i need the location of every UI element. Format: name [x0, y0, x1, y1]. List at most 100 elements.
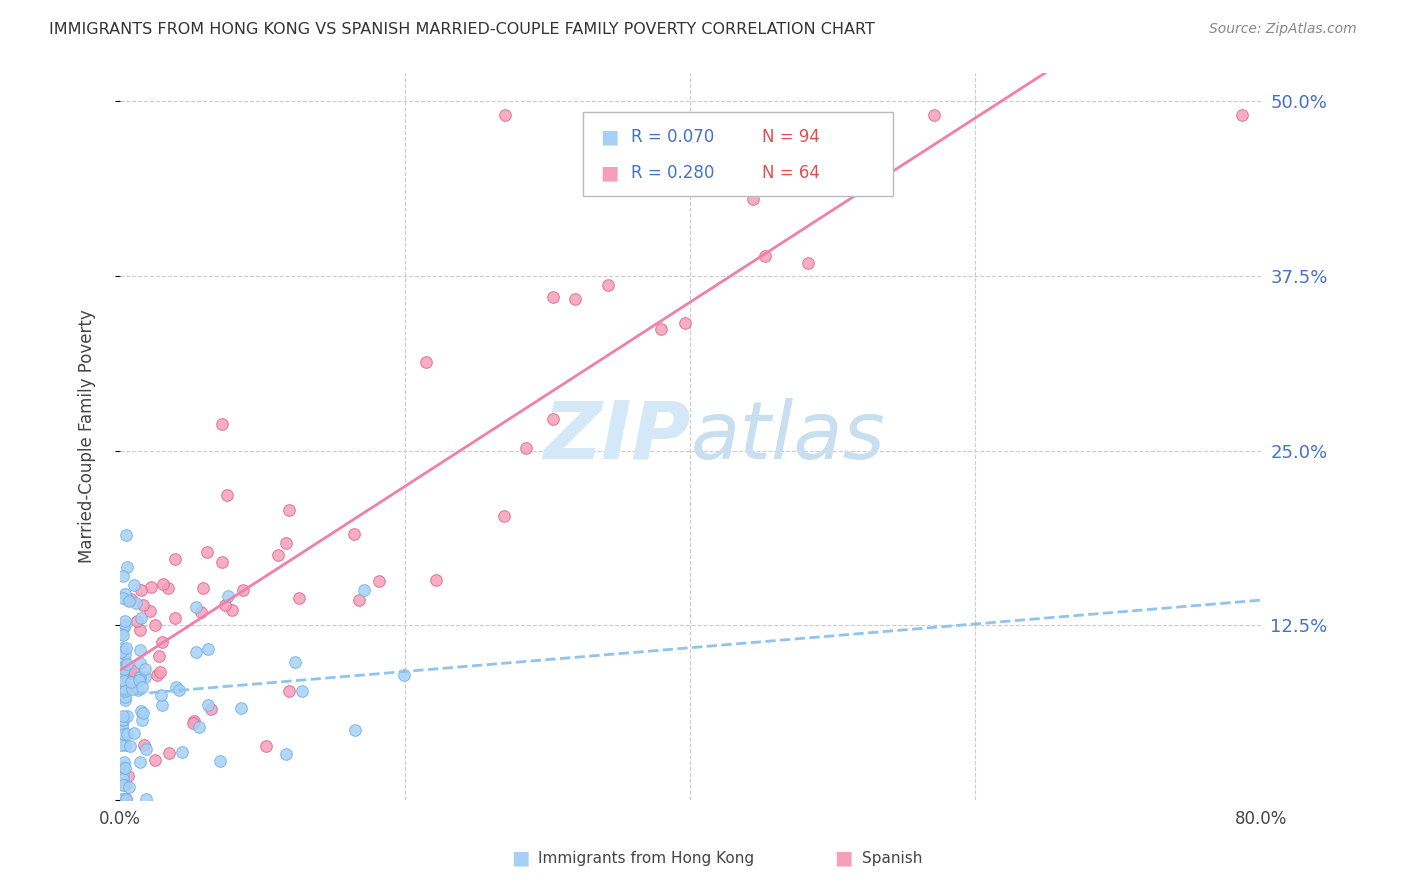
- Point: [125, 596, 148, 610]
- Point: [134, 670, 156, 684]
- Text: ZIP: ZIP: [543, 398, 690, 475]
- Point: [214, 598, 236, 612]
- Point: [129, 656, 152, 670]
- Point: [114, 761, 136, 775]
- Text: Spanish: Spanish: [862, 851, 922, 865]
- Point: [217, 589, 239, 603]
- Point: [231, 701, 253, 715]
- Point: [124, 726, 146, 740]
- Point: [132, 706, 155, 720]
- Point: [112, 651, 135, 665]
- Point: [564, 292, 586, 306]
- Point: [111, 716, 134, 731]
- Point: [163, 551, 186, 566]
- Point: [150, 688, 173, 702]
- Point: [117, 769, 139, 783]
- Text: R = 0.070: R = 0.070: [631, 128, 714, 146]
- Point: [122, 577, 145, 591]
- Point: [742, 192, 765, 206]
- Point: [131, 680, 153, 694]
- Point: [131, 599, 153, 613]
- Point: [170, 745, 193, 759]
- Point: [394, 668, 416, 682]
- Point: [112, 713, 135, 727]
- Point: [211, 555, 233, 569]
- Point: [343, 723, 366, 737]
- Point: [167, 683, 190, 698]
- Point: [200, 702, 222, 716]
- Point: [111, 681, 134, 695]
- Point: [128, 670, 150, 684]
- Point: [112, 792, 135, 806]
- Point: [922, 108, 945, 122]
- Point: [115, 709, 138, 723]
- Point: [541, 290, 564, 304]
- Point: [114, 693, 136, 707]
- Text: ■: ■: [600, 163, 619, 182]
- Point: [110, 627, 132, 641]
- Point: [190, 605, 212, 619]
- Point: [148, 648, 170, 663]
- Point: [221, 603, 243, 617]
- Point: [118, 594, 141, 608]
- Point: [145, 668, 167, 682]
- Point: [111, 719, 134, 733]
- Point: [135, 792, 157, 806]
- Point: [515, 441, 537, 455]
- Y-axis label: Married-Couple Family Poverty: Married-Couple Family Poverty: [79, 310, 96, 564]
- Text: N = 94: N = 94: [762, 128, 820, 146]
- Point: [150, 698, 173, 713]
- Point: [129, 643, 152, 657]
- Point: [112, 727, 135, 741]
- Point: [112, 768, 135, 782]
- Point: [157, 746, 180, 760]
- Point: [115, 560, 138, 574]
- Point: [139, 580, 162, 594]
- Point: [131, 704, 153, 718]
- Point: [349, 593, 371, 607]
- Point: [232, 582, 254, 597]
- Point: [127, 682, 149, 697]
- Text: N = 64: N = 64: [762, 163, 820, 181]
- Point: [1230, 108, 1253, 122]
- Point: [278, 684, 301, 698]
- Point: [165, 680, 187, 694]
- Point: [343, 526, 366, 541]
- Point: [112, 760, 135, 774]
- Point: [195, 545, 218, 559]
- Text: atlas: atlas: [690, 398, 884, 475]
- Point: [111, 660, 134, 674]
- Point: [110, 739, 132, 753]
- Point: [754, 249, 776, 263]
- Point: [134, 739, 156, 753]
- Point: [353, 582, 375, 597]
- Point: [114, 778, 136, 792]
- Point: [114, 614, 136, 628]
- Point: [120, 665, 142, 680]
- Point: [118, 780, 141, 795]
- Text: IMMIGRANTS FROM HONG KONG VS SPANISH MARRIED-COUPLE FAMILY POVERTY CORRELATION C: IMMIGRANTS FROM HONG KONG VS SPANISH MAR…: [49, 22, 875, 37]
- Point: [115, 727, 138, 741]
- Point: [112, 568, 135, 582]
- Point: [128, 671, 150, 685]
- Point: [128, 673, 150, 687]
- Point: [111, 668, 134, 682]
- Point: [425, 574, 447, 588]
- Point: [114, 738, 136, 752]
- Point: [112, 674, 135, 689]
- Point: [112, 778, 135, 792]
- Point: [134, 662, 156, 676]
- Point: [129, 755, 152, 769]
- Point: [266, 549, 288, 563]
- Text: R = 0.280: R = 0.280: [631, 163, 714, 181]
- Point: [121, 682, 143, 697]
- Point: [117, 593, 139, 607]
- Point: [112, 660, 135, 674]
- Point: [150, 634, 173, 648]
- Point: [494, 509, 516, 524]
- Point: [274, 747, 297, 761]
- Point: [197, 641, 219, 656]
- Point: [494, 108, 516, 122]
- Point: [125, 614, 148, 628]
- Point: [111, 641, 134, 656]
